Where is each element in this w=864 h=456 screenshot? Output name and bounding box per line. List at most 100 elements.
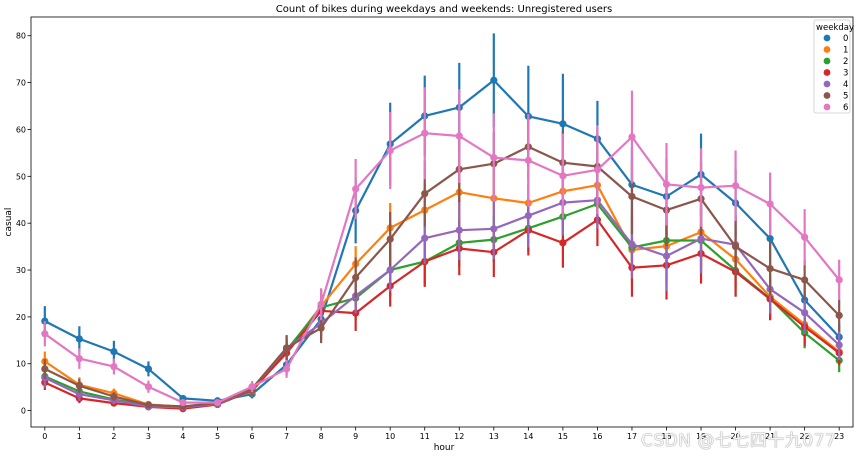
- x-tick-label: 5: [215, 432, 220, 441]
- series-6: [41, 87, 843, 407]
- x-axis-label: hour: [434, 443, 455, 453]
- data-point: [559, 120, 567, 128]
- data-point: [213, 399, 222, 407]
- data-point: [421, 129, 429, 137]
- legend-marker: [823, 46, 831, 53]
- data-point: [179, 399, 187, 407]
- series-line: [44, 184, 840, 408]
- data-point: [386, 266, 394, 274]
- data-point: [559, 172, 567, 180]
- y-tick-label: 0: [21, 407, 26, 416]
- x-tick-label: 3: [146, 432, 151, 441]
- plot-area: 0 1 2 3 4 5 6 7 8 9 10 11 12 13 14 15 16 17 18 19 20 21 22 23 0…: [16, 16, 854, 441]
- x-tick-label: 17: [627, 432, 637, 441]
- series-line: [44, 145, 840, 408]
- x-tick-label: 22: [800, 432, 810, 441]
- y-tick-label: 20: [16, 313, 26, 322]
- series-line: [44, 218, 840, 410]
- data-point: [75, 354, 83, 363]
- x-tick-label: 0: [42, 432, 47, 441]
- x-tick-label: 6: [249, 432, 254, 441]
- y-tick-label: 10: [16, 360, 26, 369]
- data-point: [835, 311, 843, 320]
- legend-label: 2: [843, 57, 848, 67]
- data-point: [455, 226, 463, 234]
- data-point: [697, 235, 705, 243]
- x-tick-label: 18: [661, 432, 671, 441]
- legend-label: 3: [843, 69, 848, 79]
- legend-frame: [813, 19, 851, 114]
- series-line: [44, 79, 841, 402]
- data-point: [352, 185, 360, 193]
- data-point: [766, 265, 774, 273]
- x-tick-label: 21: [765, 432, 775, 441]
- legend-marker: [823, 80, 831, 88]
- data-point: [75, 382, 83, 390]
- data-point: [731, 243, 740, 251]
- x-tick-label: 11: [420, 432, 430, 441]
- data-point: [41, 330, 49, 338]
- series-line: [44, 199, 840, 409]
- data-point: [766, 235, 774, 243]
- data-point: [110, 347, 118, 356]
- x-tick-label: 16: [592, 432, 602, 441]
- data-point: [801, 276, 809, 284]
- data-point: [455, 132, 463, 140]
- data-point: [490, 76, 498, 84]
- x-tick-label: 8: [319, 432, 324, 441]
- data-point: [628, 240, 636, 248]
- data-point: [559, 239, 567, 247]
- data-point: [524, 212, 532, 220]
- legend-label: 6: [843, 103, 848, 113]
- x-tick-label: 10: [385, 432, 395, 441]
- data-point: [317, 300, 325, 308]
- y-tick-label: 80: [16, 32, 26, 41]
- data-point: [352, 273, 360, 282]
- series-0: [41, 33, 843, 405]
- y-axis: 0 10 20 30 40 50 60 70 80: [16, 32, 31, 416]
- data-point: [386, 235, 394, 243]
- series-2: [41, 179, 843, 411]
- data-point: [524, 156, 532, 164]
- y-tick-label: 70: [16, 79, 26, 88]
- series-line: [44, 132, 841, 404]
- x-tick-label: 9: [353, 432, 358, 441]
- data-point: [144, 365, 153, 373]
- data-point: [766, 200, 774, 208]
- data-point: [41, 365, 49, 373]
- legend-label: 1: [843, 46, 848, 56]
- x-axis: 0 1 2 3 4 5 6 7 8 9 10 11 12 13 14 15 16 17 18 19 20 21 22 23: [42, 427, 844, 441]
- data-point: [662, 252, 671, 260]
- y-tick-label: 40: [16, 219, 26, 228]
- data-point: [490, 153, 498, 162]
- plot-frame: [30, 16, 854, 428]
- data-point: [386, 146, 394, 155]
- x-tick-label: 15: [558, 432, 568, 441]
- data-point: [75, 335, 83, 343]
- legend-label: 0: [843, 34, 848, 44]
- data-point: [421, 190, 429, 198]
- data-point: [801, 309, 809, 317]
- data-point: [662, 180, 671, 188]
- data-point: [593, 166, 602, 174]
- x-tick-label: 13: [489, 432, 499, 441]
- x-tick-label: 12: [454, 432, 464, 441]
- y-tick-label: 60: [16, 125, 26, 134]
- x-tick-label: 1: [77, 432, 82, 441]
- series-layer: [41, 33, 843, 413]
- data-point: [248, 383, 256, 391]
- chart-title: Count of bikes during weekdays and weeke…: [276, 4, 613, 15]
- data-point: [144, 383, 153, 391]
- x-tick-label: 7: [284, 432, 289, 441]
- data-point: [490, 225, 498, 233]
- y-axis-label: casual: [4, 208, 14, 237]
- data-point: [317, 324, 325, 332]
- legend-label: 4: [843, 80, 848, 90]
- x-tick-label: 19: [696, 432, 706, 441]
- y-tick-label: 50: [16, 172, 26, 181]
- legend-title: weekday: [816, 23, 854, 33]
- watermark: CSDN @七七四十九077: [641, 431, 837, 451]
- x-tick-label: 4: [180, 432, 185, 441]
- data-point: [835, 341, 843, 349]
- data-point: [731, 182, 740, 190]
